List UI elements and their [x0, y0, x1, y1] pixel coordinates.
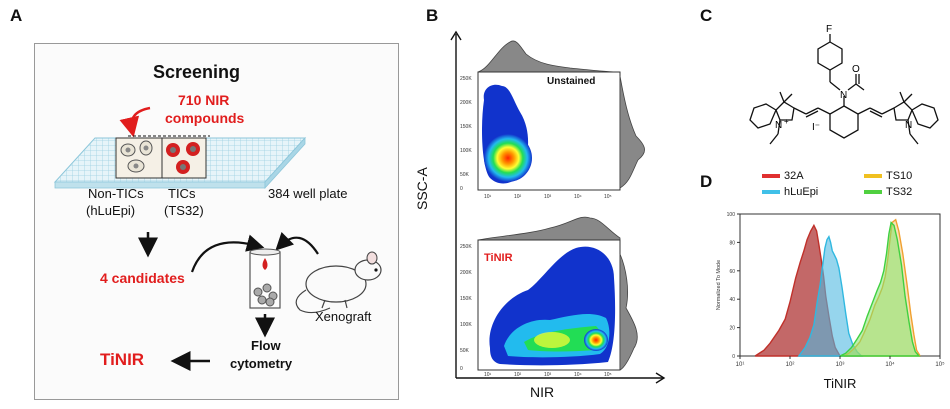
x-tick-label: 10³ — [836, 362, 845, 368]
b-top-ytick: 100K — [460, 148, 472, 154]
b-bottom-xtick: 10¹ — [484, 372, 492, 378]
legend-swatch-ts10 — [864, 174, 882, 178]
atom-n-right: N — [905, 120, 912, 131]
panel-a-frame — [34, 43, 399, 400]
red-curved-arrow — [119, 106, 151, 138]
y-tick-label: 0 — [732, 354, 735, 360]
top-x-histogram — [477, 40, 621, 73]
screening-title: Screening — [153, 62, 241, 82]
b-top-ytick: 150K — [460, 124, 472, 130]
arrow-xenograft-to-tube — [275, 232, 319, 255]
series-area-ts32 — [839, 221, 921, 357]
y-tick-label: 20 — [729, 326, 735, 332]
x-tick-label: 10⁵ — [935, 361, 945, 368]
panel-c-label: C — [700, 6, 713, 25]
plate-label: 384 well plate — [268, 186, 348, 201]
b-bottom-ytick: 150K — [460, 296, 472, 302]
top-density-cloud — [482, 84, 532, 184]
legend-swatch-hluepi — [762, 190, 780, 194]
b-bottom-ytick: 200K — [460, 270, 472, 276]
b-bottom-ytick: 100K — [460, 322, 472, 328]
atom-iodide: I⁻ — [812, 122, 820, 133]
b-top-ytick: 50K — [460, 172, 470, 178]
bottom-y-histogram — [619, 253, 638, 371]
b-top-xtick: 10⁴ — [574, 194, 582, 200]
y-tick-label: 40 — [729, 297, 735, 303]
y-axis-label: Normalized To Mode — [716, 260, 722, 310]
legend-label-ts10: TS10 — [886, 170, 912, 182]
tics-sub-label: (TS32) — [164, 203, 204, 218]
panel-a-graphics — [53, 106, 382, 371]
bottom-density-cloud — [489, 246, 616, 366]
b-bottom-xtick: 10⁵ — [604, 372, 612, 378]
xenograft-label: Xenograft — [315, 309, 372, 324]
b-top-xtick: 10³ — [544, 194, 552, 200]
b-xlabel: NIR — [530, 384, 555, 400]
non-tics-label: Non-TICs — [88, 186, 144, 201]
candidates-label: 4 candidates — [100, 270, 185, 286]
panel-d-label: D — [700, 172, 713, 191]
y-tick-label: 100 — [727, 212, 736, 218]
atom-f: F — [826, 24, 832, 35]
legend-label-32a: 32A — [784, 170, 804, 182]
non-tics-cells-icon — [115, 137, 163, 179]
atom-o: O — [852, 64, 860, 75]
arrow-candidates-to-tube — [190, 234, 265, 273]
b-bottom-ytick: 0 — [460, 366, 463, 372]
flow-label-line1: Flow — [251, 338, 281, 353]
legend-label-ts32: TS32 — [886, 186, 912, 198]
legend-label-hluepi: hLuEpi — [784, 186, 818, 198]
x-tick-label: 10² — [786, 362, 795, 368]
x-tick-label: 10⁴ — [885, 361, 895, 368]
unstained-label: Unstained — [547, 76, 596, 87]
b-top-ytick: 200K — [460, 100, 472, 106]
b-bottom-ytick: 50K — [460, 348, 470, 354]
result-label: TiNIR — [100, 350, 145, 369]
chemical-structure: F N O N + N I⁻ — [749, 24, 939, 145]
panel-b-label: B — [426, 6, 439, 25]
y-tick-label: 80 — [729, 240, 735, 246]
b-top-xtick: 10⁵ — [604, 194, 612, 200]
legend-swatch-32a — [762, 174, 780, 178]
tinir-plot-label: TiNIR — [484, 252, 513, 264]
b-top-ytick: 250K — [460, 76, 472, 82]
b-ylabel: SSC-A — [414, 167, 430, 210]
x-tick-label: 10¹ — [736, 362, 745, 368]
b-top-ytick: 0 — [460, 186, 463, 192]
compounds-line2: compounds — [165, 110, 245, 126]
non-tics-sub-label: (hLuEpi) — [86, 203, 136, 218]
mouse-icon — [295, 251, 382, 314]
b-top-xtick: 10² — [514, 194, 522, 200]
panel-a-label: A — [10, 6, 23, 25]
x-axis-label: TiNIR — [824, 376, 857, 391]
y-tick-label: 60 — [729, 269, 735, 275]
atom-n-amide: N — [840, 90, 847, 101]
atom-plus: + — [784, 117, 789, 126]
tics-label: TICs — [168, 186, 196, 201]
b-tick-labels: 250K 200K 150K 100K 50K 0 250K 200K 150K… — [460, 76, 612, 378]
compounds-line1: 710 NIR — [178, 92, 230, 108]
top-y-histogram — [619, 75, 645, 189]
flow-label-line2: cytometry — [230, 356, 293, 371]
b-top-xtick: 10¹ — [484, 194, 492, 200]
bottom-x-histogram — [477, 216, 621, 241]
b-bottom-xtick: 10² — [514, 372, 522, 378]
b-bottom-ytick: 250K — [460, 244, 472, 250]
b-bottom-xtick: 10³ — [544, 372, 552, 378]
tics-cells-icon — [161, 137, 207, 179]
b-bottom-xtick: 10⁴ — [574, 372, 582, 378]
sample-tube-icon — [249, 248, 281, 309]
atom-n-left: N — [775, 120, 782, 131]
legend-swatch-ts32 — [864, 190, 882, 194]
flow-cytometry-plots: 250K 200K 150K 100K 50K 0 250K 200K 150K… — [450, 30, 666, 384]
